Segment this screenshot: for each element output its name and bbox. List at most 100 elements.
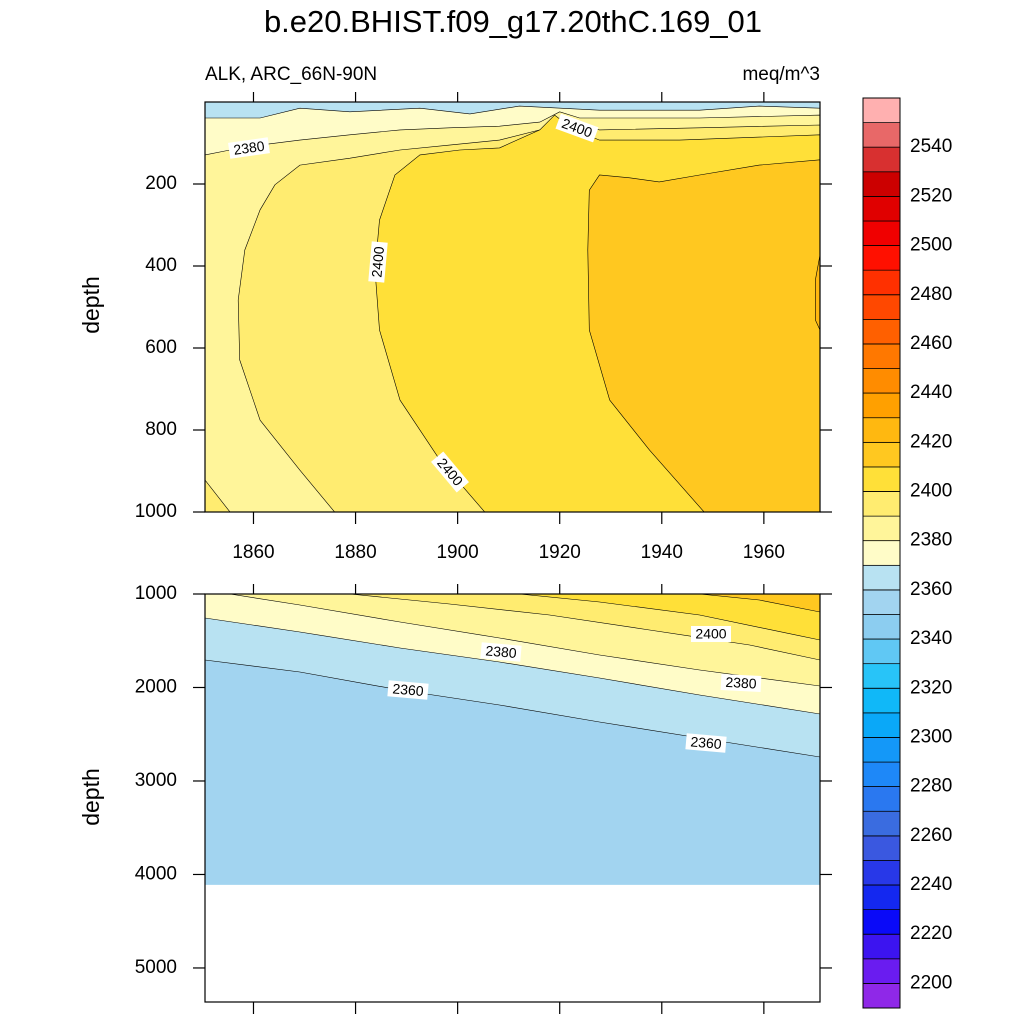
- contour-label-bg: [480, 642, 522, 662]
- colorbar-box: [862, 638, 901, 665]
- subtitle-left: ALK, ARC_66N-90N: [205, 64, 377, 85]
- contour-fill: [587, 159, 820, 512]
- colorbar-label: 2420: [910, 431, 952, 452]
- colorbar-box: [862, 933, 901, 960]
- colorbar-box: [862, 564, 901, 591]
- colorbar-label: 2480: [910, 284, 952, 305]
- colorbar-label: 2360: [910, 579, 952, 600]
- contour-label-bg: [431, 451, 469, 493]
- colorbar-label: 2280: [910, 776, 952, 797]
- contour-label-bg: [691, 626, 731, 642]
- y-tick-label: 400: [145, 255, 177, 276]
- subtitle-right: meq/m^3: [742, 64, 820, 85]
- contour-label-bg: [387, 680, 429, 700]
- colorbar-box: [862, 343, 901, 369]
- colorbar-label: 2340: [910, 628, 952, 649]
- colorbar-box: [862, 220, 901, 246]
- contour-fill: [699, 594, 820, 613]
- y-tick-label: 5000: [135, 957, 177, 978]
- chart-title: b.e20.BHIST.f09_g17.20thC.169_01: [264, 4, 762, 39]
- colorbar-label: 2540: [910, 136, 952, 157]
- colorbar-box: [862, 958, 901, 984]
- colorbar-box: [862, 294, 901, 320]
- contour-label-text: 2360: [392, 680, 425, 699]
- colorbar-box: [862, 737, 901, 763]
- plot-area: [205, 102, 820, 512]
- colorbar-box: [862, 712, 901, 738]
- colorbar-label: 2320: [910, 677, 952, 698]
- contour-label: 2400: [368, 241, 388, 283]
- colorbar-box: [862, 860, 901, 886]
- colorbar-box: [862, 835, 901, 861]
- y-tick-label: 1000: [135, 501, 177, 522]
- colorbar-box: [862, 245, 901, 271]
- contour-label-bg: [555, 113, 599, 143]
- contour-label-bg: [685, 733, 727, 753]
- contour-label-bg: [720, 673, 762, 693]
- contour-label: 2380: [228, 137, 270, 159]
- colorbar-box: [862, 589, 901, 615]
- colorbar-box: [862, 417, 901, 443]
- colorbar-box: [862, 269, 901, 296]
- colorbar-box: [862, 983, 901, 1009]
- colorbar-box: [862, 368, 901, 394]
- colorbar-label: 2380: [910, 530, 952, 551]
- colorbar-box: [862, 97, 901, 123]
- x-tick-label: 1960: [743, 542, 785, 563]
- colorbar-label: 2400: [910, 481, 952, 502]
- colorbar-box: [862, 909, 901, 935]
- contour-fill: [815, 254, 820, 331]
- colorbar-box: [862, 761, 901, 787]
- x-tick-label: 1880: [334, 542, 376, 563]
- contour-fill: [519, 594, 820, 641]
- colorbar-label: 2500: [910, 235, 952, 256]
- contour-label-text: 2380: [725, 674, 757, 692]
- contour-label-text: 2360: [690, 733, 723, 752]
- x-tick-label: 1900: [436, 542, 478, 563]
- colorbar-box: [862, 540, 901, 566]
- x-tick-label: 1920: [539, 542, 581, 563]
- y-tick-label: 800: [145, 419, 177, 440]
- colorbar-box: [862, 687, 901, 714]
- contour-label-bg: [368, 241, 388, 283]
- y-tick-label: 2000: [135, 677, 177, 698]
- plot-frame: [204, 593, 821, 1003]
- contour-label: 2380: [720, 673, 762, 693]
- colorbar-box: [862, 319, 901, 345]
- contour-label: 2360: [387, 680, 429, 700]
- colorbar-label: 2520: [910, 185, 952, 206]
- colorbar-label: 2260: [910, 825, 952, 846]
- colorbar-label: 2240: [910, 874, 952, 895]
- colorbar-label: 2200: [910, 972, 952, 993]
- contour-fill: [205, 479, 231, 512]
- colorbar-frame: [862, 97, 901, 1009]
- colorbar-label: 2220: [910, 923, 952, 944]
- plot-frame: [204, 101, 821, 513]
- contour-label-text: 2380: [485, 642, 518, 661]
- plot-area: [205, 594, 820, 885]
- colorbar-box: [862, 663, 901, 689]
- colorbar-box: [862, 614, 901, 640]
- colorbar-box: [862, 122, 901, 148]
- colorbar-box: [862, 196, 901, 222]
- y-axis-label: depth: [78, 768, 104, 826]
- contour-label-text: 2400: [695, 626, 726, 642]
- contour-label: 2380: [480, 642, 522, 662]
- contour-label: 2360: [685, 733, 727, 753]
- colorbar-box: [862, 491, 901, 517]
- y-tick-label: 600: [145, 337, 177, 358]
- colorbar-label: 2440: [910, 382, 952, 403]
- y-tick-label: 3000: [135, 770, 177, 791]
- colorbar-box: [862, 515, 901, 542]
- colorbar-box: [862, 810, 901, 837]
- colorbar-box: [862, 392, 901, 419]
- y-axis-label: depth: [78, 276, 104, 334]
- x-tick-label: 1940: [641, 542, 683, 563]
- colorbar-box: [862, 786, 901, 812]
- contour-label: 2400: [691, 626, 731, 642]
- colorbar-box: [862, 171, 901, 197]
- colorbar-label: 2300: [910, 726, 952, 747]
- contour-label-text: 2400: [368, 246, 387, 279]
- colorbar-box: [862, 884, 901, 910]
